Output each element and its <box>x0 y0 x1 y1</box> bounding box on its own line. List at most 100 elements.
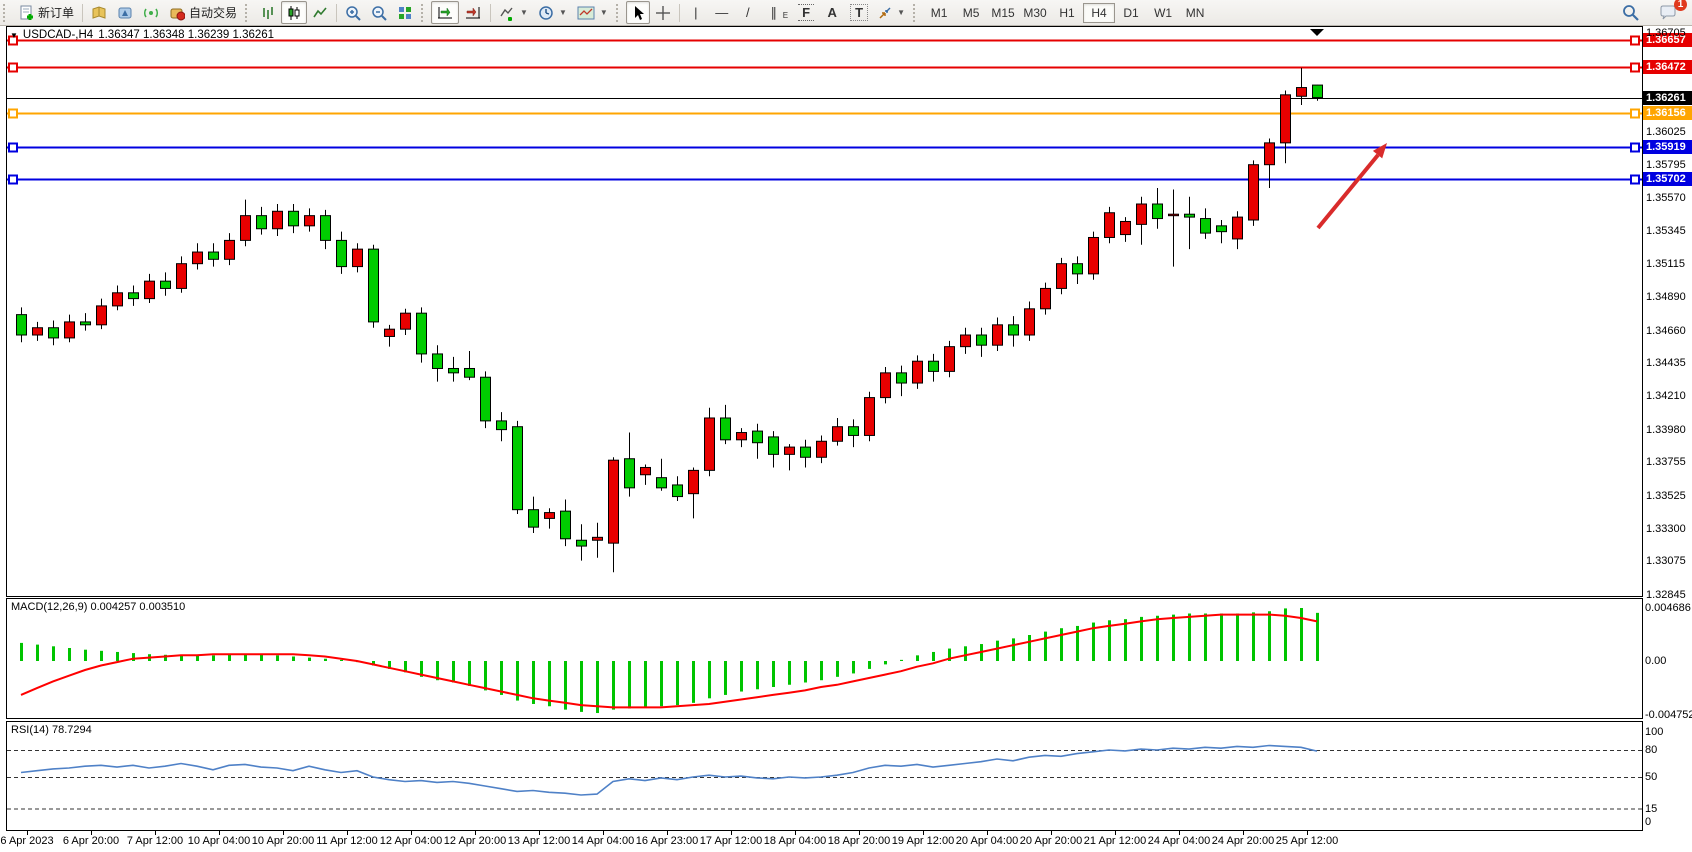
price-chart-pane[interactable] <box>6 26 1643 597</box>
vertical-line-icon: | <box>694 5 698 20</box>
macd-pane[interactable]: MACD(12,26,9) 0.004257 0.003510 <box>6 598 1643 719</box>
macd-axis-label: 0.00 <box>1645 655 1667 667</box>
time-axis-label: 20 Apr 04:00 <box>955 835 1019 847</box>
price-level-badge: 1.36657 <box>1643 33 1692 47</box>
horizontal-line[interactable] <box>7 35 1642 46</box>
symbol-period-label: USDCAD-,H4 <box>22 29 94 41</box>
auto-scroll-icon <box>438 6 453 18</box>
crosshair-icon <box>655 5 670 20</box>
time-tick <box>475 831 476 835</box>
timeframe-M15[interactable]: M15 <box>991 5 1015 20</box>
price-tick-label: 1.34435 <box>1646 357 1686 369</box>
ohlc-values: 1.36347 1.36348 1.36239 1.36261 <box>98 29 275 41</box>
toolbar-grip[interactable] <box>615 3 623 22</box>
search-icon <box>1623 5 1639 21</box>
horizontal-line[interactable] <box>7 142 1642 153</box>
notifications-button[interactable]: 1 <box>1654 0 1687 24</box>
new-order-label: 新订单 <box>38 6 75 20</box>
toolbar-grip[interactable] <box>913 3 920 22</box>
vertical-line-tool[interactable]: | <box>683 1 709 24</box>
line-handle[interactable] <box>8 174 18 185</box>
text-label-tool[interactable]: T <box>845 1 873 24</box>
time-tick <box>667 831 668 835</box>
time-tick <box>539 831 540 835</box>
time-tick <box>1179 831 1180 835</box>
horizontal-line[interactable] <box>7 174 1642 185</box>
time-axis-label: 10 Apr 20:00 <box>251 835 315 847</box>
time-axis-label: 12 Apr 04:00 <box>379 835 443 847</box>
line-handle[interactable] <box>1630 142 1640 153</box>
toolbar-grip[interactable] <box>245 3 252 22</box>
line-handle[interactable] <box>8 142 18 153</box>
line-handle[interactable] <box>1630 108 1640 119</box>
arrows-icon <box>879 6 891 19</box>
fibonacci-tool[interactable]: F <box>793 1 819 24</box>
horizontal-line[interactable] <box>7 62 1642 73</box>
templates-button[interactable]: ▼ <box>572 1 613 24</box>
macd-label: MACD(12,26,9) 0.004257 0.003510 <box>11 601 186 613</box>
text-tool[interactable]: A <box>819 1 845 24</box>
horizontal-line-tool[interactable]: — <box>709 1 735 24</box>
line-handle[interactable] <box>8 108 18 119</box>
new-order-icon <box>20 5 33 20</box>
book-icon <box>92 5 106 19</box>
search-button[interactable] <box>1617 1 1644 24</box>
chart-shift-button[interactable] <box>459 1 487 24</box>
line-handle[interactable] <box>1630 174 1640 185</box>
toolbar-grip[interactable] <box>421 3 428 22</box>
indicators-button[interactable]: ▼ <box>494 1 533 24</box>
horizontal-line[interactable] <box>7 108 1642 119</box>
price-tick-label: 1.34890 <box>1646 291 1686 303</box>
timeframe-M1[interactable]: M1 <box>930 5 948 20</box>
timeframe-H1[interactable]: H1 <box>1059 5 1075 20</box>
auto-trading-button[interactable]: 自动交易 <box>164 1 242 24</box>
symbol-dropdown-icon[interactable]: ▼ <box>10 30 18 40</box>
time-axis-label: 6 Apr 2023 <box>0 835 54 847</box>
time-tick <box>1243 831 1244 835</box>
cursor-button[interactable] <box>625 1 650 24</box>
arrows-tool[interactable]: ▼ <box>873 1 910 24</box>
timeframe-W1[interactable]: W1 <box>1154 5 1173 20</box>
text-icon: A <box>827 5 837 20</box>
periods-button[interactable]: ▼ <box>533 1 572 24</box>
macd-axis-label: 0.004686 <box>1645 602 1691 614</box>
candlestick-chart <box>7 29 1642 573</box>
line-chart-button[interactable] <box>307 1 333 24</box>
candlestick-chart-button[interactable] <box>281 1 308 24</box>
line-handle[interactable] <box>1630 35 1640 46</box>
history-center-button[interactable] <box>86 1 112 24</box>
price-tick-label: 1.36705 <box>1646 27 1686 39</box>
time-axis-label: 25 Apr 12:00 <box>1275 835 1339 847</box>
timeframe-M5[interactable]: M5 <box>962 5 980 20</box>
timeframe-MN[interactable]: MN <box>1185 5 1205 20</box>
zoom-in-button[interactable] <box>340 1 366 24</box>
price-tick-label: 1.33075 <box>1646 555 1686 567</box>
time-axis-label: 14 Apr 04:00 <box>571 835 635 847</box>
tile-windows-button[interactable] <box>392 1 418 24</box>
crosshair-button[interactable] <box>650 1 676 24</box>
line-handle[interactable] <box>8 62 18 73</box>
line-handle[interactable] <box>8 35 18 46</box>
equidistant-channel-tool[interactable]: ∥ E <box>761 1 793 24</box>
time-tick <box>219 831 220 835</box>
price-tick-label: 1.33980 <box>1646 424 1686 436</box>
bar-chart-button[interactable] <box>255 1 281 24</box>
price-level-badge: 1.36472 <box>1643 60 1692 74</box>
zoom-out-button[interactable] <box>366 1 392 24</box>
new-order-button[interactable]: 新订单 <box>13 1 79 24</box>
time-tick <box>155 831 156 835</box>
timeframe-M30[interactable]: M30 <box>1023 5 1047 20</box>
annotation-arrow[interactable] <box>1316 143 1387 230</box>
line-handle[interactable] <box>1630 62 1640 73</box>
toolbar-grip[interactable] <box>3 3 10 22</box>
signals-button[interactable] <box>138 1 164 24</box>
timeframe-D1[interactable]: D1 <box>1123 5 1139 20</box>
timeframe-H4[interactable]: H4 <box>1083 2 1116 23</box>
trendline-tool[interactable]: / <box>735 1 761 24</box>
publisher-button[interactable] <box>112 1 138 24</box>
time-tick <box>1051 831 1052 835</box>
time-tick <box>1115 831 1116 835</box>
horizontal-line-icon: — <box>715 5 729 20</box>
auto-scroll-button[interactable] <box>431 1 460 24</box>
rsi-pane[interactable]: RSI(14) 78.7294 <box>6 721 1643 831</box>
